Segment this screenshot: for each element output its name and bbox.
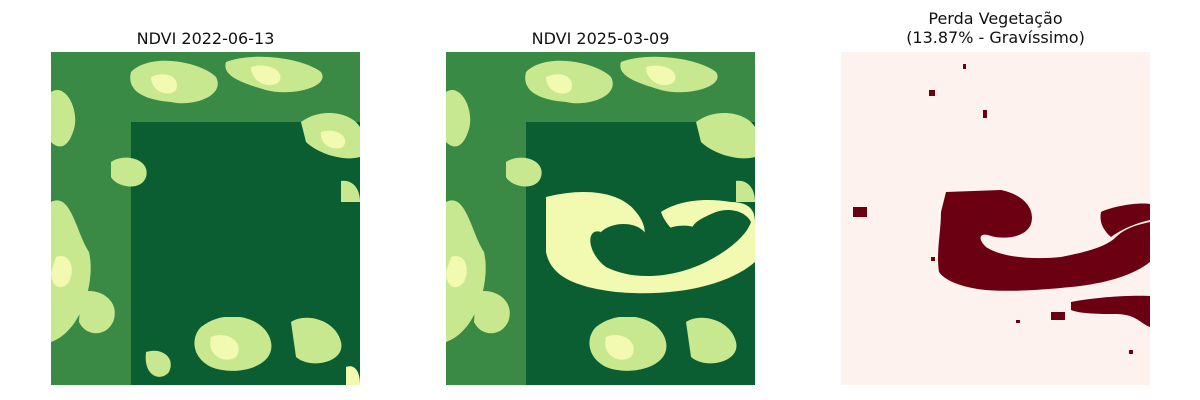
panel-title-ndvi-2022: NDVI 2022-06-13 — [136, 29, 275, 48]
panel-ndvi-2022: NDVI 2022-06-13 — [0, 0, 410, 400]
panel-title-ndvi-2025: NDVI 2025-03-09 — [531, 29, 670, 48]
panel-vegetation-loss: Perda Vegetação (13.87% - Gravíssimo) — [790, 0, 1200, 400]
panel-title-vegetation-loss: Perda Vegetação (13.87% - Gravíssimo) — [906, 9, 1085, 47]
ndvi-map-2022 — [51, 52, 360, 385]
ndvi-map-2025 — [446, 52, 755, 385]
panel-ndvi-2025: NDVI 2025-03-09 — [410, 0, 790, 400]
vegetation-loss-map — [841, 52, 1150, 385]
